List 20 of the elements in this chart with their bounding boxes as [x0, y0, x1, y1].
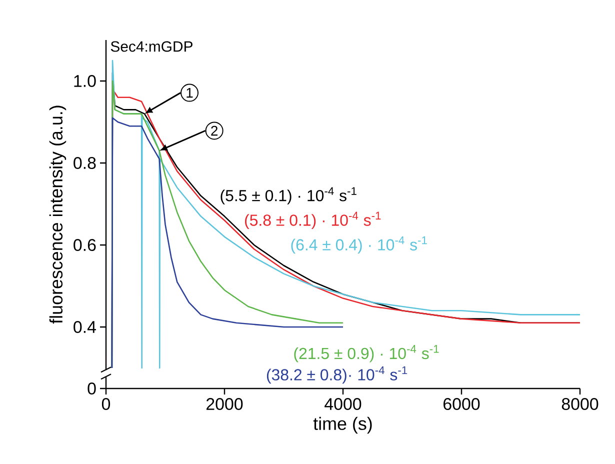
annotation: Sec4:mGDP	[110, 41, 192, 52]
annotation: 1	[186, 88, 193, 98]
series-label: (6.4 ± 0.4) · 10$^{-4}$ s$^{-1}$	[291, 236, 427, 254]
annotation: 2	[211, 126, 218, 136]
x-tick-label: 8000	[562, 398, 598, 410]
text: (38.2 ± 0.8)· 10$^{-4}$ s$^{-1}$	[266, 366, 408, 384]
y-tick-label: 0.4	[74, 321, 96, 333]
x-tick-label: 6000	[444, 398, 480, 410]
y-tick-label: 0.8	[74, 157, 96, 170]
x-tick-label: 2000	[206, 398, 243, 410]
x-axis-title: time (s)	[313, 416, 372, 434]
y-tick-label: 0	[88, 382, 96, 394]
series-label: (5.5 ± 0.1) · 10$^{-4}$ s$^{-1}$	[220, 187, 356, 204]
series-label: (21.5 ± 0.9) · 10$^{-4}$ s$^{-1}$	[294, 345, 439, 362]
x-tick-label: 0	[102, 398, 110, 410]
y-tick-label: 0.6	[74, 239, 96, 251]
x-tick-label: 4000	[324, 398, 362, 410]
y-axis-title: fluorescence intensity (a.u.)	[49, 106, 66, 324]
series-label: (5.8 ± 0.1) · 10$^{-4}$ s$^{-1}$	[245, 212, 381, 230]
y-tick-label: 1.0	[74, 75, 96, 88]
